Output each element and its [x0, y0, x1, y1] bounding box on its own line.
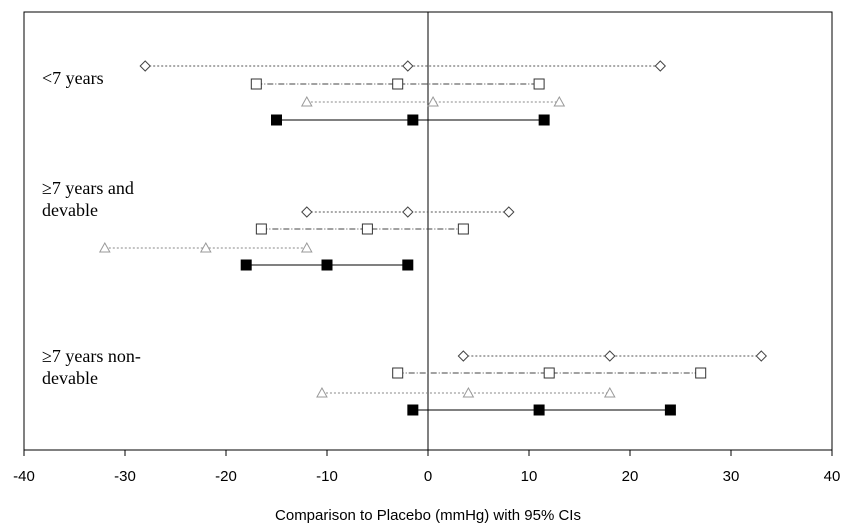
ci-lower-marker — [240, 259, 252, 271]
x-tick-label: -30 — [114, 468, 136, 485]
ci-upper-marker — [664, 404, 676, 416]
point-estimate-marker — [533, 404, 545, 416]
group-label-line: ≥7 years non- — [42, 346, 141, 366]
ci-upper-marker — [300, 241, 313, 253]
ci-upper-marker — [654, 60, 667, 72]
ci-lower-marker — [271, 114, 282, 126]
x-tick-label: 20 — [622, 468, 639, 485]
ci-lower-marker — [139, 60, 151, 72]
ci-lower-marker — [407, 404, 419, 416]
point-estimate-marker — [427, 95, 439, 107]
ci-lower-marker — [316, 386, 328, 398]
group-label-line: <7 years — [42, 68, 104, 88]
ci-upper-marker — [533, 78, 545, 90]
point-estimate-marker — [407, 114, 419, 126]
ci-upper-marker — [603, 386, 616, 398]
x-axis-title: Comparison to Placebo (mmHg) with 95% CI… — [275, 507, 581, 524]
x-tick-label: 40 — [824, 468, 841, 485]
point-estimate-marker — [392, 78, 404, 90]
ci-lower-marker — [392, 367, 404, 379]
point-estimate-marker — [321, 259, 333, 271]
ci-lower-marker — [250, 78, 262, 90]
point-estimate-marker — [543, 367, 555, 379]
point-estimate-marker — [402, 60, 414, 72]
ci-upper-marker — [457, 223, 469, 235]
x-tick-label: 0 — [424, 468, 432, 485]
ci-lower-marker — [255, 223, 267, 235]
ci-lower-marker — [301, 206, 313, 218]
ci-lower-marker — [300, 95, 313, 107]
point-estimate-marker — [199, 241, 212, 253]
point-estimate-marker — [462, 386, 475, 398]
x-tick-label: 10 — [521, 468, 538, 485]
point-estimate-marker — [361, 223, 373, 235]
group-label-line: devable — [42, 368, 98, 388]
group-label-line: ≥7 years and — [42, 178, 134, 198]
point-estimate-marker — [604, 350, 616, 362]
ci-upper-marker — [503, 206, 515, 218]
ci-upper-marker — [402, 259, 414, 271]
ci-lower-marker — [457, 350, 470, 362]
x-tick-label: -20 — [215, 468, 237, 485]
ci-upper-marker — [553, 95, 566, 107]
ci-upper-marker — [695, 367, 707, 379]
ci-upper-marker — [538, 114, 550, 126]
point-estimate-marker — [402, 206, 414, 218]
x-tick-label: -10 — [316, 468, 338, 485]
x-tick-label: -40 — [13, 468, 35, 485]
group-label: ≥7 years non-devable — [42, 346, 141, 388]
group-label-line: devable — [42, 200, 98, 220]
group-label: ≥7 years and devable — [42, 178, 134, 220]
ci-lower-marker — [98, 241, 111, 253]
group-label: <7 years — [42, 68, 104, 88]
ci-upper-marker — [755, 350, 768, 362]
x-tick-label: 30 — [723, 468, 740, 485]
